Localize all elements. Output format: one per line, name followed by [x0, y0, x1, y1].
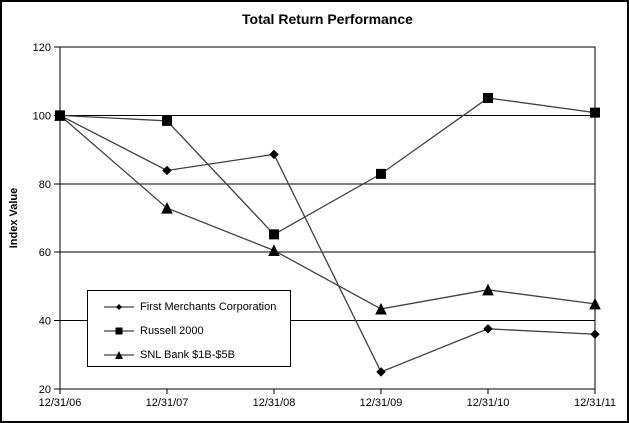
- legend-label: SNL Bank $1B-$5B: [140, 349, 235, 361]
- x-tick-label: 12/31/07: [146, 397, 189, 409]
- series-line: [59, 114, 596, 373]
- x-tick-label: 12/31/08: [253, 397, 296, 409]
- diamond-marker-icon: [104, 304, 134, 310]
- y-tick-label: 20: [39, 384, 51, 396]
- x-tick-label: 12/31/06: [39, 397, 82, 409]
- square-data-point: [269, 229, 279, 240]
- legend-item: First Merchants Corporation: [104, 295, 290, 319]
- legend: First Merchants Corporation Russell 2000…: [87, 290, 291, 367]
- diamond-data-point: [269, 149, 279, 160]
- triangle-data-point: [482, 283, 494, 296]
- y-tick-label: 40: [39, 316, 51, 328]
- diamond-data-point: [162, 165, 172, 176]
- triangle-marker-icon: [104, 351, 134, 359]
- y-tick-label: 120: [33, 42, 51, 54]
- x-tick-label: 12/31/10: [467, 397, 510, 409]
- series-line: [59, 97, 596, 236]
- square-marker-icon: [104, 327, 134, 335]
- legend-label: Russell 2000: [140, 325, 204, 337]
- triangle-data-point: [161, 201, 173, 214]
- legend-label: First Merchants Corporation: [140, 301, 277, 313]
- legend-item: SNL Bank $1B-$5B: [104, 343, 290, 367]
- square-data-point: [590, 107, 600, 118]
- triangle-data-point: [54, 109, 66, 121]
- legend-item: Russell 2000: [104, 319, 290, 343]
- triangle-data-point: [589, 297, 601, 310]
- diamond-data-point: [483, 324, 493, 334]
- triangle-data-point: [268, 244, 280, 256]
- x-tick-label: 12/31/11: [574, 397, 616, 409]
- square-data-point: [162, 115, 172, 126]
- y-tick-label: 100: [33, 110, 51, 122]
- x-tick-label: 12/31/09: [360, 397, 403, 409]
- y-tick-label: 60: [39, 247, 51, 259]
- square-data-point: [483, 92, 493, 103]
- triangle-data-point: [375, 302, 387, 315]
- chart-title: Total Return Performance: [242, 11, 413, 27]
- y-tick-label: 80: [39, 179, 51, 191]
- series-line: [59, 114, 596, 310]
- plot-border: [59, 46, 596, 390]
- square-data-point: [376, 168, 386, 179]
- diamond-data-point: [590, 329, 600, 339]
- diamond-data-point: [376, 367, 386, 377]
